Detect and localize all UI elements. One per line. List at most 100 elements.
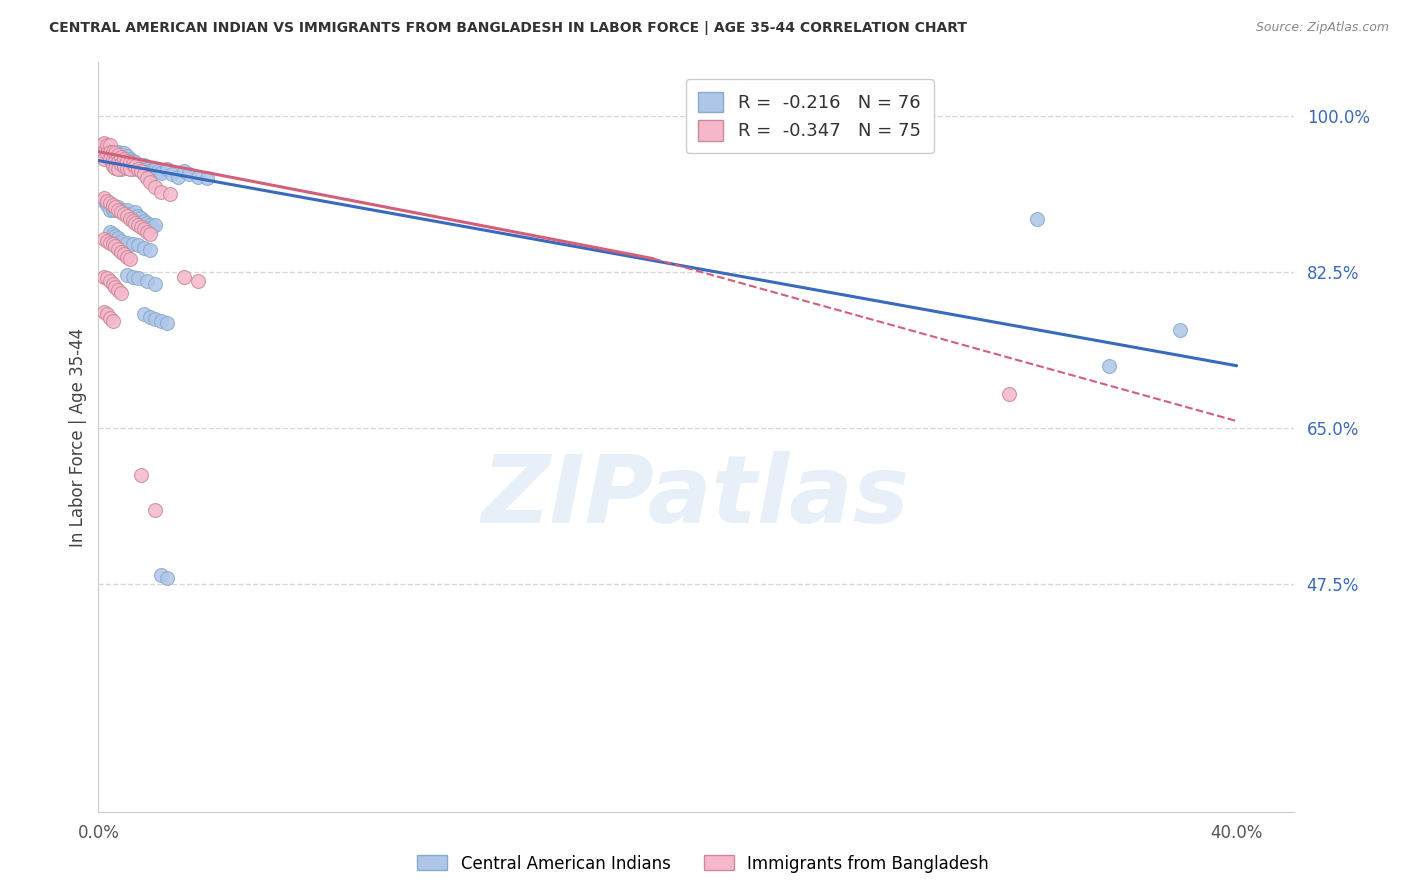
Point — [121, 153, 143, 168]
Point — [138, 310, 160, 324]
Legend: Central American Indians, Immigrants from Bangladesh: Central American Indians, Immigrants fro… — [411, 848, 995, 880]
Point — [121, 214, 143, 228]
Point — [96, 149, 118, 163]
Point — [104, 200, 127, 214]
Point — [115, 209, 138, 223]
Point — [143, 503, 166, 517]
Point — [118, 162, 141, 177]
Point — [143, 312, 166, 326]
Point — [115, 153, 138, 168]
Point — [129, 161, 152, 175]
Point — [107, 148, 129, 162]
Point — [110, 205, 132, 219]
Point — [90, 146, 112, 161]
Point — [1168, 323, 1191, 337]
Point — [143, 162, 166, 177]
Point — [135, 162, 157, 177]
Point — [112, 247, 135, 261]
Point — [132, 167, 155, 181]
Point — [93, 269, 115, 284]
Point — [141, 166, 163, 180]
Point — [118, 252, 141, 266]
Point — [127, 162, 149, 177]
Point — [112, 158, 135, 172]
Point — [121, 269, 143, 284]
Point — [135, 216, 157, 230]
Point — [96, 198, 118, 212]
Point — [107, 145, 129, 159]
Point — [118, 155, 141, 169]
Point — [93, 305, 115, 319]
Point — [104, 155, 127, 169]
Point — [93, 194, 115, 208]
Point — [141, 219, 163, 234]
Point — [112, 207, 135, 221]
Point — [104, 280, 127, 294]
Point — [107, 152, 129, 166]
Point — [112, 146, 135, 161]
Point — [115, 268, 138, 282]
Point — [129, 219, 152, 234]
Point — [107, 283, 129, 297]
Point — [110, 234, 132, 248]
Point — [101, 237, 124, 252]
Point — [150, 568, 173, 582]
Point — [110, 150, 132, 164]
Point — [143, 277, 166, 291]
Point — [96, 234, 118, 248]
Point — [179, 167, 201, 181]
Point — [107, 161, 129, 175]
Point — [124, 155, 146, 169]
Point — [195, 171, 218, 186]
Point — [124, 216, 146, 230]
Point — [110, 146, 132, 161]
Point — [132, 214, 155, 228]
Point — [129, 467, 152, 482]
Point — [93, 232, 115, 246]
Point — [101, 145, 124, 159]
Point — [101, 314, 124, 328]
Point — [132, 307, 155, 321]
Point — [173, 164, 195, 178]
Point — [132, 241, 155, 255]
Point — [90, 137, 112, 152]
Point — [138, 164, 160, 178]
Point — [104, 239, 127, 253]
Y-axis label: In Labor Force | Age 35-44: In Labor Force | Age 35-44 — [69, 327, 87, 547]
Point — [138, 218, 160, 232]
Point — [104, 202, 127, 217]
Point — [143, 218, 166, 232]
Point — [104, 153, 127, 168]
Point — [129, 211, 152, 225]
Text: Source: ZipAtlas.com: Source: ZipAtlas.com — [1256, 21, 1389, 34]
Point — [129, 164, 152, 178]
Point — [98, 153, 121, 168]
Text: CENTRAL AMERICAN INDIAN VS IMMIGRANTS FROM BANGLADESH IN LABOR FORCE | AGE 35-44: CENTRAL AMERICAN INDIAN VS IMMIGRANTS FR… — [49, 21, 967, 35]
Point — [104, 146, 127, 161]
Point — [101, 277, 124, 291]
Point — [107, 200, 129, 214]
Legend: R =  -0.216   N = 76, R =  -0.347   N = 75: R = -0.216 N = 76, R = -0.347 N = 75 — [686, 79, 934, 153]
Point — [124, 159, 146, 173]
Point — [127, 158, 149, 172]
Point — [115, 235, 138, 250]
Text: ZIPatlas: ZIPatlas — [482, 451, 910, 543]
Point — [110, 157, 132, 171]
Point — [98, 196, 121, 211]
Point — [115, 202, 138, 217]
Point — [98, 145, 121, 159]
Point — [148, 164, 170, 178]
Point — [110, 162, 132, 177]
Point — [156, 316, 179, 330]
Point — [121, 162, 143, 177]
Point — [132, 158, 155, 172]
Point — [101, 159, 124, 173]
Point — [96, 194, 118, 208]
Point — [112, 159, 135, 173]
Point — [110, 155, 132, 169]
Point — [107, 202, 129, 217]
Point — [121, 237, 143, 252]
Point — [118, 211, 141, 226]
Point — [115, 161, 138, 175]
Point — [107, 242, 129, 256]
